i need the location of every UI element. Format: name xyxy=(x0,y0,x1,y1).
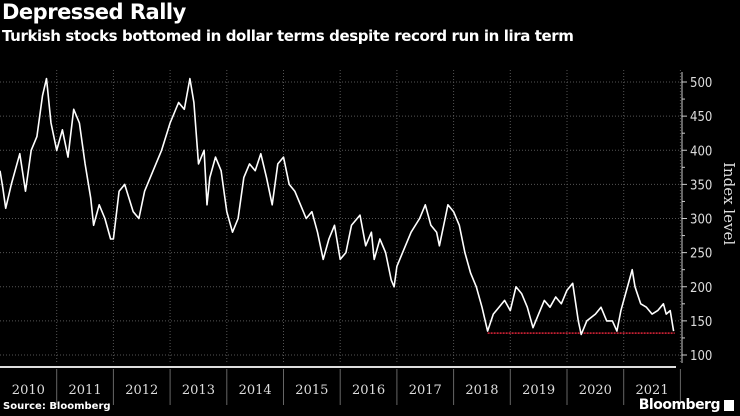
series-line-index-level xyxy=(0,77,675,336)
y-tick-label: 300 xyxy=(690,213,712,228)
y-axis: 100 150 200 250 300 350 400 450 500 xyxy=(681,72,712,364)
x-tick-label: 2021 xyxy=(636,383,669,398)
y-tick-label: 350 xyxy=(690,178,712,193)
y-axis-label: Index level xyxy=(720,162,738,245)
y-tick-label: 400 xyxy=(690,144,712,159)
x-tick-label: 2011 xyxy=(69,383,102,398)
x-axis: 2010 2011 2012 2013 2014 2015 2016 2017 2018 2019… xyxy=(0,366,681,405)
y-tick-label: 250 xyxy=(690,247,712,262)
x-tick-label: 2014 xyxy=(239,383,272,398)
x-tick-label: 2015 xyxy=(295,383,328,398)
y-tick-label: 150 xyxy=(690,315,712,330)
x-tick-label: 2020 xyxy=(579,383,612,398)
y-tick-label: 100 xyxy=(690,349,712,364)
gridlines xyxy=(0,70,682,363)
x-tick-label: 2017 xyxy=(409,383,442,398)
x-tick-label: 2016 xyxy=(352,383,385,398)
y-tick-label: 450 xyxy=(690,110,712,125)
x-tick-label: 2010 xyxy=(12,383,45,398)
chart-title: Depressed Rally xyxy=(2,0,186,24)
x-tick-label: 2018 xyxy=(465,383,498,398)
y-tick-label: 200 xyxy=(690,281,712,296)
chart-subtitle: Turkish stocks bottomed in dollar terms … xyxy=(2,27,574,45)
x-tick-label: 2013 xyxy=(182,383,215,398)
source-note: Source: Bloomberg xyxy=(3,401,111,412)
y-tick-label: 500 xyxy=(690,76,712,91)
x-tick-label: 2019 xyxy=(522,383,555,398)
x-tick-label: 2012 xyxy=(125,383,158,398)
bloomberg-terminal-icon xyxy=(724,400,734,411)
bloomberg-logo: Bloomberg xyxy=(638,397,721,413)
